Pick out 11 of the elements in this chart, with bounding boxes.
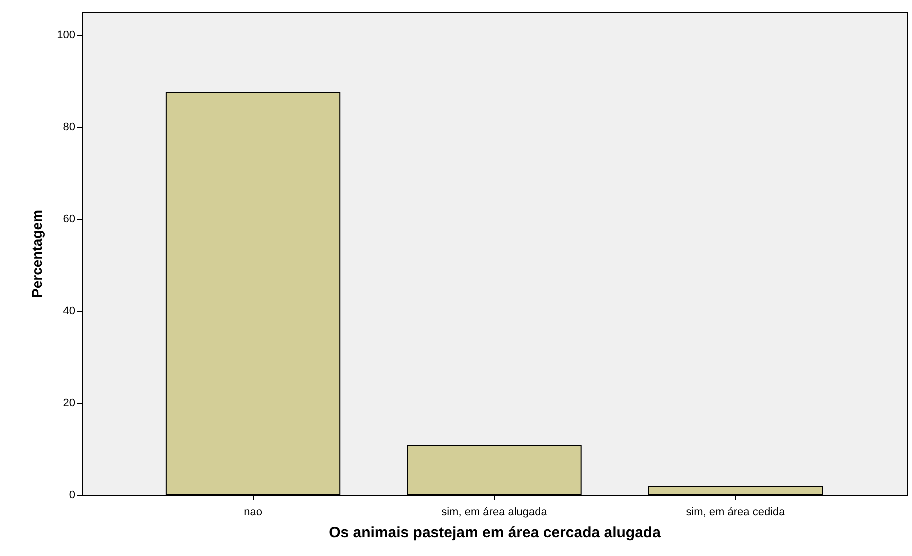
x-tick-label: sim, em área alugada bbox=[442, 506, 548, 518]
y-tick-label: 60 bbox=[63, 214, 76, 226]
y-tick-label: 80 bbox=[63, 122, 76, 134]
y-axis-title: Percentagem bbox=[29, 210, 46, 298]
y-tick-label: 20 bbox=[63, 398, 76, 410]
x-tick-label: nao bbox=[244, 506, 262, 518]
x-axis-title: Os animais pastejam em área cercada alugada bbox=[329, 524, 662, 542]
y-tick-label: 0 bbox=[69, 490, 76, 502]
y-tick-label: 40 bbox=[63, 306, 76, 318]
x-tick-label: sim, em área cedida bbox=[686, 506, 786, 518]
y-tick-label: 100 bbox=[57, 30, 76, 42]
